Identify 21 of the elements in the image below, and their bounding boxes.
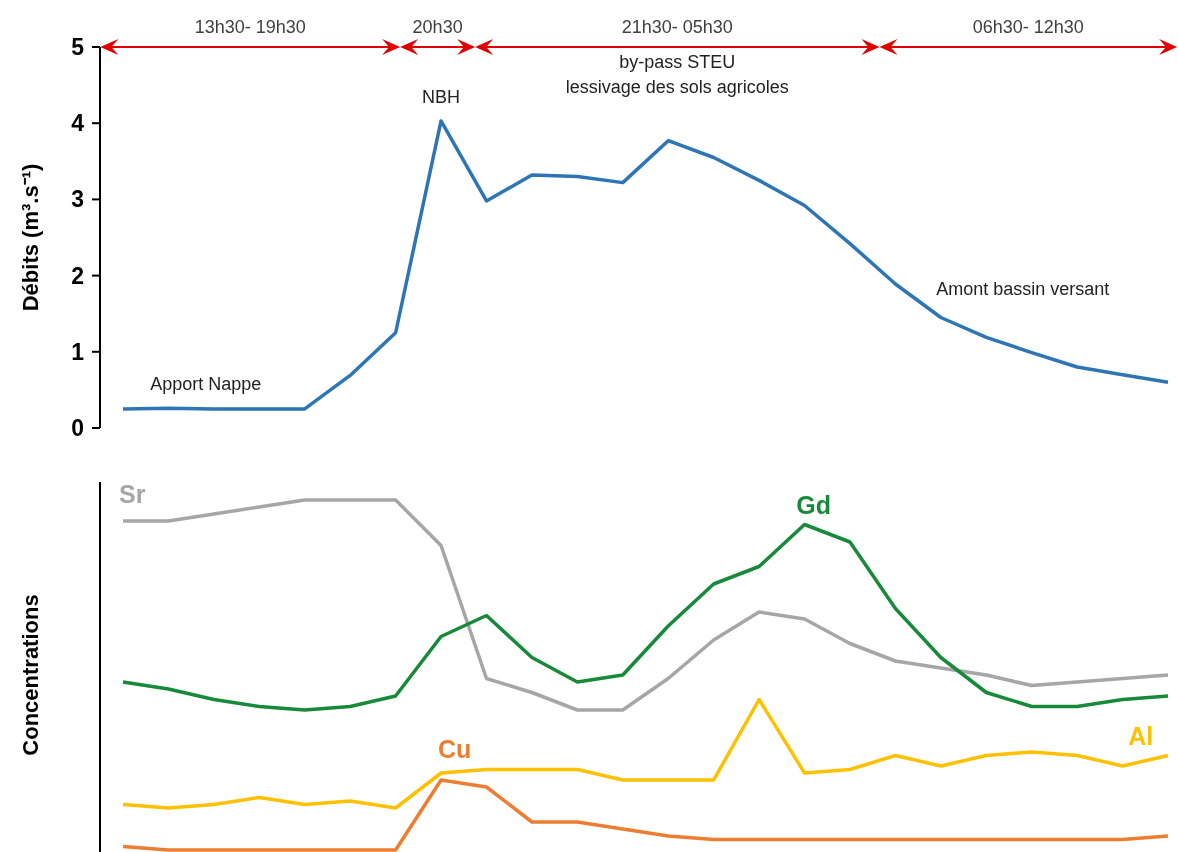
y-tick-label: 3 <box>71 186 84 213</box>
y-tick-label: 5 <box>71 34 85 61</box>
text: 13h30- 19h30 <box>194 17 306 37</box>
series-label: Gd <box>796 491 831 519</box>
series-label: Cu <box>438 735 472 763</box>
annotation: NBH <box>422 87 461 107</box>
y-tick-label: 1 <box>71 338 85 365</box>
y-tick-label: 2 <box>71 262 84 289</box>
y-tick-label: 4 <box>71 110 85 137</box>
y-axis-title: Concentrations <box>18 594 43 756</box>
annotation: by-pass STEU lessivage des sols agricoles <box>565 52 789 97</box>
line-series <box>121 119 1170 411</box>
annotation: Apport Nappe <box>150 374 262 394</box>
series-label: Al <box>1128 722 1154 750</box>
y-axis-title: Débits (m³.s⁻¹) <box>18 163 43 312</box>
text: 21h30- 05h30 <box>621 17 733 37</box>
text: 06h30- 12h30 <box>972 17 1084 37</box>
y-tick-label: 0 <box>71 415 84 442</box>
annotation: Amont bassin versant <box>936 279 1110 299</box>
series-label: Sr <box>119 480 146 508</box>
text: 20h30 <box>412 17 463 37</box>
